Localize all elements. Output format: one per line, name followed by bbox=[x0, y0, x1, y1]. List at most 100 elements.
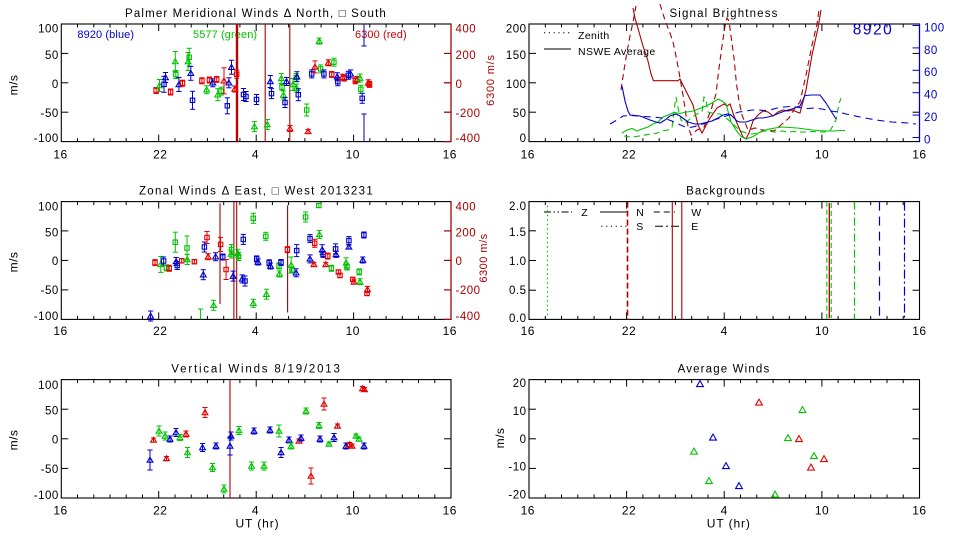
svg-text:Z: Z bbox=[581, 207, 588, 219]
svg-text:80: 80 bbox=[924, 45, 938, 57]
svg-text:0: 0 bbox=[52, 256, 59, 268]
svg-text:E: E bbox=[691, 221, 698, 233]
svg-text:0: 0 bbox=[52, 79, 59, 91]
svg-text:50: 50 bbox=[513, 108, 527, 120]
svg-text:400: 400 bbox=[456, 24, 477, 36]
svg-text:100: 100 bbox=[38, 24, 59, 36]
svg-text:Vertical Winds 8/19/2013: Vertical Winds 8/19/2013 bbox=[171, 364, 341, 376]
svg-text:100: 100 bbox=[38, 380, 59, 392]
svg-text:N: N bbox=[636, 207, 644, 219]
svg-text:10: 10 bbox=[815, 147, 829, 161]
svg-text:50: 50 bbox=[45, 227, 59, 239]
svg-text:10: 10 bbox=[513, 406, 527, 418]
svg-text:Backgrounds: Backgrounds bbox=[686, 186, 766, 198]
svg-text:UT (hr): UT (hr) bbox=[235, 517, 279, 531]
svg-text:100: 100 bbox=[506, 79, 527, 91]
svg-text:4: 4 bbox=[721, 324, 728, 338]
svg-text:1.5: 1.5 bbox=[509, 227, 527, 239]
svg-text:50: 50 bbox=[45, 50, 59, 62]
svg-text:50: 50 bbox=[45, 406, 59, 418]
svg-text:0.0: 0.0 bbox=[509, 313, 527, 325]
svg-text:40: 40 bbox=[924, 90, 938, 102]
svg-text:0: 0 bbox=[924, 134, 931, 146]
svg-text:5577 (green): 5577 (green) bbox=[193, 29, 257, 41]
svg-text:6300 m/s: 6300 m/s bbox=[485, 54, 497, 106]
svg-text:16: 16 bbox=[521, 503, 535, 517]
svg-text:10: 10 bbox=[346, 503, 360, 517]
svg-text:m/s: m/s bbox=[7, 75, 21, 96]
svg-text:16: 16 bbox=[53, 147, 67, 161]
svg-text:10: 10 bbox=[346, 147, 360, 161]
svg-text:8920: 8920 bbox=[853, 22, 893, 39]
svg-text:Signal Brightness: Signal Brightness bbox=[669, 8, 778, 20]
svg-text:-200: -200 bbox=[456, 108, 481, 120]
svg-text:100: 100 bbox=[924, 22, 945, 34]
svg-text:22: 22 bbox=[153, 147, 167, 161]
svg-text:16: 16 bbox=[912, 503, 926, 517]
svg-text:m/s: m/s bbox=[7, 252, 21, 273]
svg-text:200: 200 bbox=[506, 24, 527, 36]
svg-text:UT (hr): UT (hr) bbox=[707, 517, 751, 531]
svg-text:22: 22 bbox=[153, 503, 167, 517]
svg-text:100: 100 bbox=[38, 201, 59, 213]
svg-text:10: 10 bbox=[815, 324, 829, 338]
svg-text:2.0: 2.0 bbox=[509, 201, 527, 213]
svg-text:400: 400 bbox=[456, 201, 477, 213]
svg-text:22: 22 bbox=[622, 324, 636, 338]
svg-text:-200: -200 bbox=[456, 285, 481, 297]
svg-text:16: 16 bbox=[521, 147, 535, 161]
svg-text:0: 0 bbox=[520, 434, 527, 446]
svg-text:200: 200 bbox=[456, 227, 477, 239]
svg-text:16: 16 bbox=[53, 324, 67, 338]
svg-text:1.0: 1.0 bbox=[509, 256, 527, 268]
svg-text:-10: -10 bbox=[508, 462, 526, 474]
svg-text:0.5: 0.5 bbox=[509, 285, 527, 297]
svg-text:20: 20 bbox=[513, 378, 527, 390]
svg-text:16: 16 bbox=[521, 324, 535, 338]
svg-text:0: 0 bbox=[52, 435, 59, 447]
svg-text:-20: -20 bbox=[508, 490, 526, 502]
svg-text:-50: -50 bbox=[41, 464, 59, 476]
svg-text:0: 0 bbox=[456, 79, 463, 91]
svg-text:4: 4 bbox=[252, 147, 259, 161]
svg-text:16: 16 bbox=[443, 324, 457, 338]
svg-text:4: 4 bbox=[721, 503, 728, 517]
svg-text:150: 150 bbox=[506, 50, 527, 62]
svg-text:-100: -100 bbox=[34, 311, 59, 323]
svg-text:60: 60 bbox=[924, 67, 938, 79]
svg-text:-100: -100 bbox=[34, 133, 59, 145]
svg-text:16: 16 bbox=[912, 324, 926, 338]
svg-text:4: 4 bbox=[252, 503, 259, 517]
svg-text:-100: -100 bbox=[34, 490, 59, 502]
svg-text:m/s: m/s bbox=[493, 428, 507, 449]
svg-text:16: 16 bbox=[912, 147, 926, 161]
svg-text:S: S bbox=[636, 221, 643, 233]
svg-text:Palmer Meridional Winds Δ Nort: Palmer Meridional Winds Δ North, □ South bbox=[125, 8, 387, 20]
svg-text:0: 0 bbox=[456, 256, 463, 268]
svg-text:0: 0 bbox=[520, 133, 527, 145]
svg-text:Average Winds: Average Winds bbox=[678, 364, 771, 376]
svg-text:W: W bbox=[691, 207, 701, 219]
svg-text:6300 m/s: 6300 m/s bbox=[478, 233, 490, 282]
svg-text:-400: -400 bbox=[456, 133, 481, 145]
svg-text:16: 16 bbox=[443, 503, 457, 517]
svg-text:22: 22 bbox=[622, 147, 636, 161]
svg-text:Zonal Winds Δ East, □ West 201: Zonal Winds Δ East, □ West 2013231 bbox=[139, 186, 374, 198]
svg-text:m/s: m/s bbox=[7, 430, 21, 451]
svg-text:4: 4 bbox=[721, 147, 728, 161]
svg-text:8920 (blue): 8920 (blue) bbox=[77, 29, 134, 41]
svg-text:200: 200 bbox=[456, 50, 477, 62]
svg-text:-50: -50 bbox=[41, 108, 59, 120]
svg-text:4: 4 bbox=[252, 324, 259, 338]
svg-text:20: 20 bbox=[924, 112, 938, 124]
svg-text:-400: -400 bbox=[456, 311, 481, 323]
svg-text:22: 22 bbox=[153, 324, 167, 338]
svg-text:Zenith: Zenith bbox=[578, 30, 610, 42]
svg-text:10: 10 bbox=[346, 324, 360, 338]
svg-text:16: 16 bbox=[443, 147, 457, 161]
svg-text:-50: -50 bbox=[41, 285, 59, 297]
svg-text:16: 16 bbox=[53, 503, 67, 517]
svg-text:10: 10 bbox=[815, 503, 829, 517]
svg-text:22: 22 bbox=[622, 503, 636, 517]
svg-text:6300 (red): 6300 (red) bbox=[355, 29, 407, 41]
